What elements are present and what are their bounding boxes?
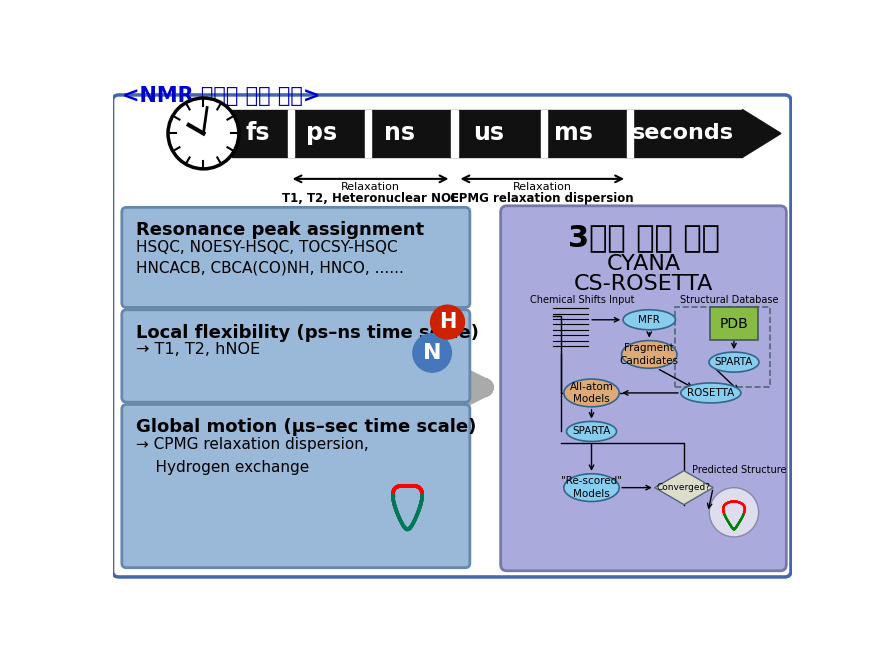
Text: SPARTA: SPARTA <box>572 426 611 436</box>
Polygon shape <box>654 471 713 504</box>
Text: us: us <box>472 122 504 146</box>
Text: ps: ps <box>306 122 337 146</box>
FancyBboxPatch shape <box>710 307 758 340</box>
Circle shape <box>413 333 451 372</box>
Ellipse shape <box>564 379 619 407</box>
Bar <box>232 110 743 157</box>
Circle shape <box>709 488 758 537</box>
Text: PDB: PDB <box>720 317 749 331</box>
Bar <box>451 110 457 157</box>
Text: ms: ms <box>554 122 592 146</box>
Text: SPARTA: SPARTA <box>714 357 753 367</box>
Text: lineshape analysis: lineshape analysis <box>606 213 715 226</box>
Text: Chemical Shifts Input: Chemical Shifts Input <box>530 295 634 305</box>
Text: N: N <box>423 343 442 363</box>
Text: CS-ROSETTA: CS-ROSETTA <box>574 274 713 294</box>
Text: fs: fs <box>245 122 269 146</box>
Text: Relaxation: Relaxation <box>341 182 400 192</box>
Text: All-atom
Models: All-atom Models <box>570 382 614 404</box>
Text: "Re-scored"
Models: "Re-scored" Models <box>561 476 622 499</box>
Ellipse shape <box>709 352 759 372</box>
Circle shape <box>431 305 464 339</box>
FancyBboxPatch shape <box>122 310 470 402</box>
Text: T1, T2, Heteronuclear NOE: T1, T2, Heteronuclear NOE <box>282 192 459 205</box>
Text: ns: ns <box>383 122 414 146</box>
Ellipse shape <box>623 310 675 330</box>
Bar <box>366 110 372 157</box>
Text: H: H <box>439 312 457 332</box>
Text: MFR: MFR <box>638 315 660 325</box>
Text: Converged?: Converged? <box>657 483 711 492</box>
Ellipse shape <box>622 341 677 369</box>
Polygon shape <box>743 110 781 157</box>
Text: Local flexibility (ps–ns time scale): Local flexibility (ps–ns time scale) <box>136 324 479 342</box>
Bar <box>627 110 633 157</box>
Text: CYANA: CYANA <box>607 254 681 274</box>
Text: Resonance peak assignment: Resonance peak assignment <box>136 221 424 239</box>
Bar <box>540 110 547 157</box>
FancyBboxPatch shape <box>122 404 470 567</box>
Text: Global motion (μs–sec time scale): Global motion (μs–sec time scale) <box>136 419 476 436</box>
Ellipse shape <box>567 421 616 441</box>
Text: ROSETTA: ROSETTA <box>687 388 735 398</box>
Bar <box>288 110 294 157</box>
Text: → CPMG relaxation dispersion,
    Hydrogen exchange: → CPMG relaxation dispersion, Hydrogen e… <box>136 437 368 475</box>
Text: Fragment
Candidates: Fragment Candidates <box>620 343 679 366</box>
Text: seconds: seconds <box>631 124 734 144</box>
Text: 3차원 구조 계산: 3차원 구조 계산 <box>568 223 720 252</box>
Circle shape <box>168 98 239 169</box>
Text: H/D exchange: H/D exchange <box>646 237 729 250</box>
Text: Relaxation: Relaxation <box>513 182 572 192</box>
FancyBboxPatch shape <box>122 207 470 307</box>
Text: Predicted Structure: Predicted Structure <box>691 465 786 474</box>
Ellipse shape <box>681 383 741 403</box>
Text: <NMR 실험의 진행 과정>: <NMR 실험의 진행 과정> <box>122 86 321 106</box>
Ellipse shape <box>564 474 619 502</box>
Text: → T1, T2, hNOE: → T1, T2, hNOE <box>136 342 260 357</box>
FancyBboxPatch shape <box>501 206 787 571</box>
Text: HSQC, NOESY-HSQC, TOCSY-HSQC
HNCACB, CBCA(CO)NH, HNCO, ......: HSQC, NOESY-HSQC, TOCSY-HSQC HNCACB, CBC… <box>136 240 404 276</box>
Text: Structural Database: Structural Database <box>680 295 779 305</box>
Text: CPMG relaxation dispersion: CPMG relaxation dispersion <box>450 192 634 205</box>
